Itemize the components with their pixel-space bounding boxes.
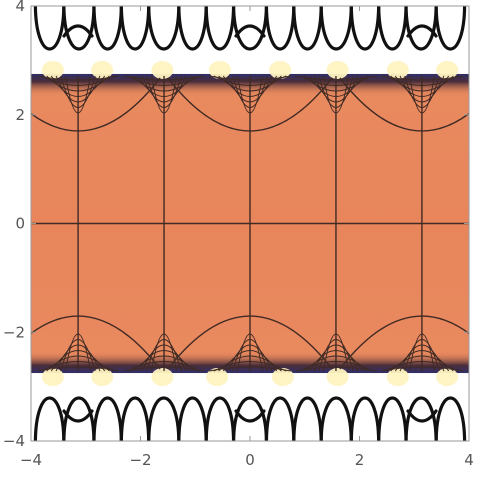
- x-axis: −4 −2 0 2 4: [20, 6, 474, 469]
- x-tick-label: 4: [464, 451, 474, 469]
- contour-hook-top-2: [406, 24, 438, 38]
- contour-lobe-bottom: [264, 396, 296, 441]
- contour-hook-top-0: [62, 24, 94, 38]
- contour-lobe-top: [147, 6, 181, 51]
- edge-blob-top-1: [91, 60, 114, 79]
- edge-blob-top-6: [386, 60, 409, 79]
- edge-blob-top-0: [41, 60, 64, 79]
- contour-lobe-bottom: [349, 396, 381, 441]
- contour-lobe-bottom: [119, 396, 151, 441]
- contour-lobe-bottom: [232, 396, 268, 441]
- plot-area: [0, 6, 482, 441]
- contour-hook-bottom-1: [234, 409, 266, 423]
- contour-arc-bottom: [472, 362, 482, 372]
- contour-lobe-bottom: [434, 396, 467, 441]
- contour-hook-top-1: [234, 24, 266, 38]
- contour-arc-bottom: [0, 356, 23, 371]
- edge-blob-top-2: [151, 60, 174, 79]
- contour-lobe-bottom: [33, 396, 66, 441]
- contour-lobe-bottom: [404, 396, 438, 441]
- contour-lobe-bottom: [92, 396, 123, 441]
- contour-lobe-bottom: [292, 396, 323, 441]
- edge-blob-top-5: [326, 60, 349, 79]
- edge-blob-bottom-5: [326, 368, 349, 387]
- contour-lobe-top: [232, 6, 268, 51]
- contour-lobe-top: [92, 6, 123, 51]
- y-tick-label: 2: [15, 106, 25, 124]
- contour-lobe-top: [319, 6, 353, 51]
- outer-contour-lobes: [33, 6, 467, 441]
- y-axis: −4 −2 0 2 4: [3, 0, 469, 450]
- edge-blob-bottom-6: [386, 368, 409, 387]
- x-tick-label: −4: [20, 451, 42, 469]
- contour-arc-top: [472, 76, 482, 86]
- contour-arc-top: [0, 76, 19, 97]
- contour-lobe-top: [434, 6, 467, 51]
- edge-blob-bottom-4: [271, 368, 294, 387]
- contour-hook-bottom-2: [406, 409, 438, 423]
- contour-arc-top: [477, 76, 482, 91]
- y-tick-label: −2: [3, 323, 25, 341]
- contour-arc-top: [0, 76, 23, 91]
- edge-blob-bottom-2: [151, 368, 174, 387]
- contour-lobe-bottom: [319, 396, 353, 441]
- contour-lobe-bottom: [204, 396, 236, 441]
- edge-blobs: [41, 60, 459, 387]
- edge-blob-top-7: [436, 60, 459, 79]
- contour-lobe-bottom: [377, 396, 408, 441]
- contour-lobe-top: [292, 6, 323, 51]
- x-tick-label: 0: [245, 451, 255, 469]
- edge-blob-top-3: [208, 60, 231, 79]
- y-tick-label: −4: [3, 432, 25, 450]
- contour-arc-bottom: [0, 351, 19, 372]
- contour-lobe-top: [119, 6, 151, 51]
- contour-lobe-top: [264, 6, 296, 51]
- contour-lobe-bottom: [62, 396, 96, 441]
- contour-lobe-top: [33, 6, 66, 51]
- y-tick-label: 4: [15, 0, 25, 15]
- edge-blob-bottom-1: [91, 368, 114, 387]
- contour-arc-bottom: [31, 370, 33, 372]
- contour-arc-top: [0, 76, 14, 102]
- contour-arc-bottom: [0, 345, 14, 371]
- contour-lobe-top: [349, 6, 381, 51]
- contour-arc-top: [31, 75, 33, 77]
- contour-lobe-top: [377, 6, 408, 51]
- y-tick-label: 0: [15, 215, 25, 233]
- edge-blob-top-4: [269, 60, 292, 79]
- x-tick-label: −2: [129, 451, 151, 469]
- contour-hook-bottom-0: [62, 409, 94, 423]
- contour-lobe-top: [62, 6, 96, 51]
- edge-blob-bottom-7: [436, 368, 459, 387]
- x-tick-label: 2: [355, 451, 365, 469]
- contour-arc-bottom: [477, 356, 482, 371]
- contour-arc-top: [0, 76, 28, 86]
- edge-blob-bottom-3: [206, 368, 229, 387]
- contour-lobe-top: [404, 6, 438, 51]
- contour-lobe-bottom: [177, 396, 208, 441]
- edge-blob-bottom-0: [41, 368, 64, 387]
- contour-arc-bottom: [0, 362, 28, 372]
- contour-lobe-top: [177, 6, 208, 51]
- contour-lobe-top: [204, 6, 236, 51]
- contour-lobe-bottom: [147, 396, 181, 441]
